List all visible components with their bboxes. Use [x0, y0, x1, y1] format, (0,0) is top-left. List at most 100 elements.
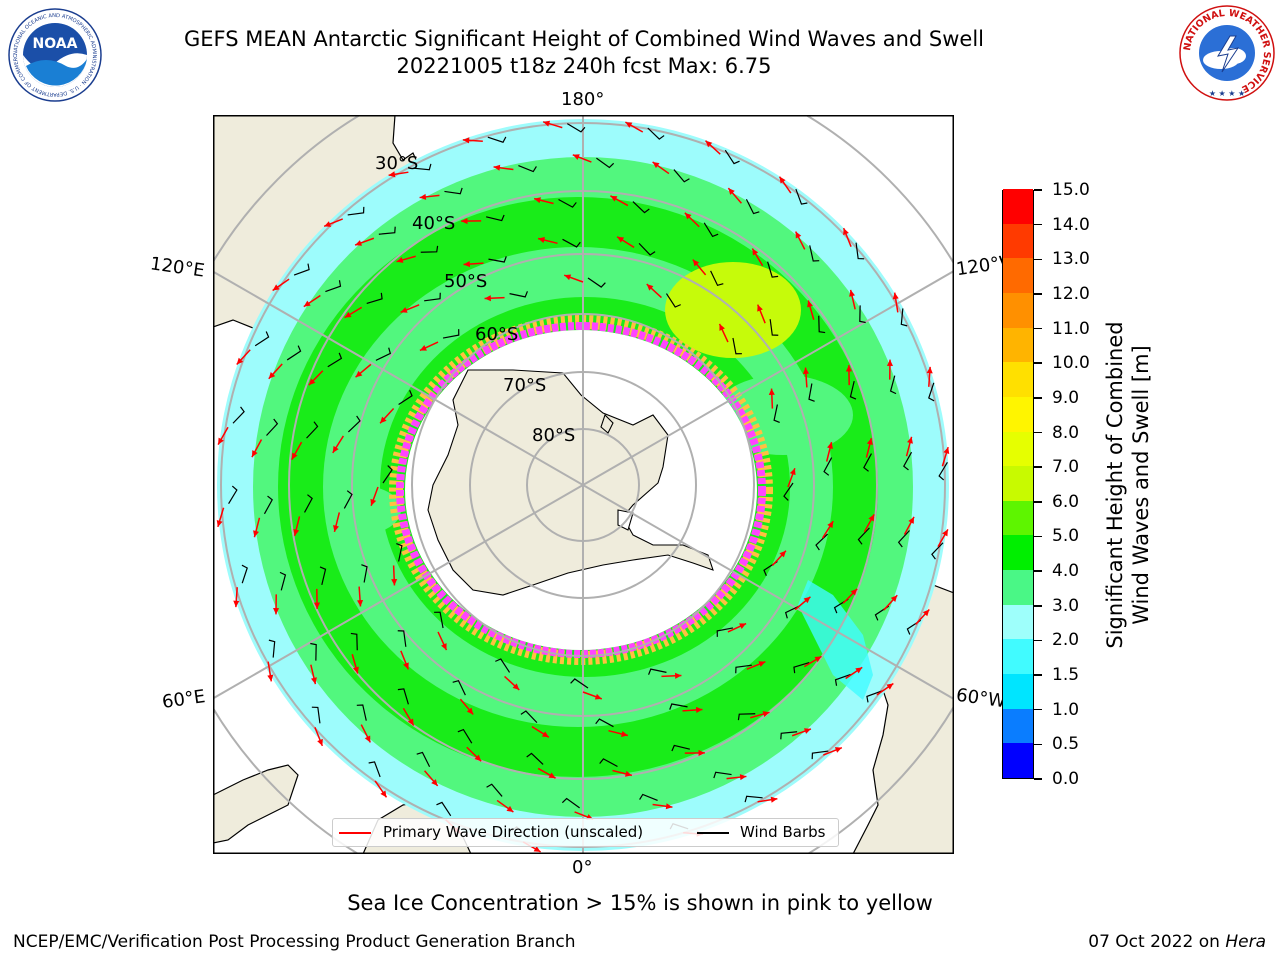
wave-arrow — [391, 565, 398, 586]
wind-barb — [486, 783, 503, 797]
wave-arrow — [419, 193, 440, 200]
wave-arrow — [268, 363, 283, 380]
wave-arrow — [768, 388, 775, 409]
wave-arrow — [791, 728, 812, 737]
colorbar-tick-label: 7.0 — [1052, 457, 1080, 478]
colorbar-tick — [1034, 639, 1042, 642]
wind-barb — [268, 639, 276, 658]
chart-title: GEFS MEAN Antarctic Significant Height o… — [0, 26, 1168, 80]
wind-barb — [396, 543, 403, 562]
label-60e: 60°E — [160, 686, 207, 713]
wind-barb — [347, 206, 365, 216]
wave-arrow — [293, 516, 301, 537]
colorbar-swatch — [1003, 189, 1033, 224]
colorbar-swatch — [1003, 431, 1033, 467]
wind-barb — [855, 242, 865, 260]
wind-barb — [558, 199, 577, 208]
wave-arrow — [459, 698, 474, 715]
wind-barb — [368, 761, 381, 778]
wave-arrow — [825, 441, 833, 462]
colorbar-tick — [1034, 223, 1042, 226]
colorbar-swatch — [1003, 258, 1033, 293]
wind-barb — [518, 164, 537, 173]
wind-barb — [638, 242, 656, 256]
wave-arrow — [787, 467, 796, 488]
colorbar-tick-label: 9.0 — [1052, 387, 1080, 408]
wave-arrow — [771, 550, 787, 566]
wave-arrow — [314, 727, 324, 747]
wind-barb — [647, 127, 665, 140]
wind-barb — [398, 390, 413, 406]
wind-barb — [397, 630, 407, 647]
noaa-logo-text: NOAA — [33, 36, 78, 52]
colorbar-tick-label: 15.0 — [1052, 180, 1090, 200]
wave-arrow — [582, 691, 603, 700]
wave-arrow — [892, 292, 899, 313]
nws-logo: NATIONAL WEATHER SERVICE ★ ★ ★ ★ — [1178, 4, 1276, 102]
wind-barb — [526, 752, 544, 765]
wind-barb — [818, 315, 826, 334]
wave-arrow — [572, 154, 592, 163]
colorbar-tick-label: 13.0 — [1052, 249, 1090, 270]
lat-label-50: 50°S — [444, 271, 488, 292]
footer-host: Hera — [1225, 932, 1266, 952]
wind-barb — [266, 418, 279, 436]
colorbar-tick — [1034, 501, 1042, 503]
label-0: 0° — [572, 857, 593, 878]
wave-arrow — [876, 682, 894, 696]
wave-arrow — [466, 746, 482, 762]
wave-arrow — [216, 507, 225, 528]
lat-label-80: 80°S — [532, 425, 576, 446]
colorbar-tick-label: 2.0 — [1052, 630, 1080, 651]
colorbar-title-line-2: Wind Waves and Swell [m] — [1129, 345, 1153, 625]
wind-barb — [452, 679, 466, 696]
wind-barb — [596, 157, 615, 169]
wave-arrow — [625, 121, 644, 133]
colorbar-tick-label: 1.0 — [1052, 699, 1080, 720]
colorbar-swatch — [1003, 396, 1033, 432]
colorbar-tick — [1034, 466, 1042, 468]
wind-barb — [434, 611, 444, 629]
wave-arrow — [370, 486, 379, 507]
colorbar-swatch — [1003, 535, 1033, 571]
title-line-2: 20221005 t18z 240h fcst Max: 6.75 — [396, 54, 772, 78]
wind-barb — [769, 319, 779, 336]
wind-barb — [938, 461, 948, 481]
wave-arrow — [537, 237, 558, 245]
graticule — [213, 115, 954, 854]
colorbar-swatch — [1003, 327, 1033, 363]
wind-barb — [745, 198, 760, 215]
wind-barb — [487, 136, 507, 143]
wind-barb — [327, 352, 343, 368]
wind-barb — [416, 751, 431, 768]
wind-barb — [343, 490, 353, 509]
wave-arrow — [682, 706, 703, 713]
polar-map — [213, 115, 954, 854]
wind-barb — [648, 668, 667, 675]
wave-arrow — [437, 631, 448, 651]
footer-date: 07 Oct 2022 on Hera — [1088, 932, 1266, 952]
wind-barb — [737, 713, 756, 721]
wave-arrow — [354, 237, 375, 246]
colorbar-tick — [1034, 397, 1042, 399]
wave-arrow — [746, 661, 766, 670]
footer-date-text: 07 Oct 2022 on — [1088, 932, 1226, 952]
wave-arrow — [461, 217, 482, 225]
colorbar-title-line-1: Significant Height of Combined — [1103, 321, 1127, 649]
wind-barb — [566, 123, 586, 133]
colorbar-tick — [1034, 535, 1042, 538]
wind-barb — [350, 632, 358, 651]
wave-arrow — [496, 799, 514, 813]
wave-arrow — [251, 439, 263, 458]
wave-arrow — [646, 283, 662, 299]
wave-arrow — [484, 295, 505, 302]
label-60w: 60°W — [954, 684, 1007, 713]
label-180: 180° — [561, 89, 605, 110]
lat-label-60: 60°S — [475, 324, 519, 345]
wind-barb — [319, 566, 327, 585]
wave-arrow — [504, 675, 520, 691]
wave-arrow — [845, 365, 853, 386]
wave-arrow — [419, 341, 439, 352]
wind-barb — [703, 222, 719, 238]
wind-barb — [228, 485, 238, 505]
